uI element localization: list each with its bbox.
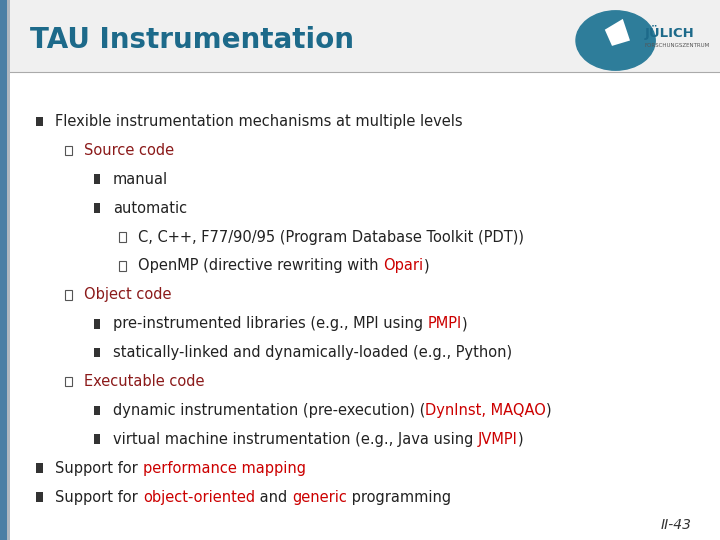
Text: virtual machine instrumentation (e.g., Java using: virtual machine instrumentation (e.g., J…	[113, 432, 478, 447]
Text: C, C++, F77/90/95 (Program Database Toolkit (PDT)): C, C++, F77/90/95 (Program Database Tool…	[138, 230, 524, 245]
Text: Object code: Object code	[84, 287, 172, 302]
Bar	[94, 406, 101, 415]
Text: JVMPI: JVMPI	[478, 432, 518, 447]
Text: OpenMP (directive rewriting with: OpenMP (directive rewriting with	[138, 259, 383, 273]
Text: automatic: automatic	[113, 201, 187, 215]
Bar	[120, 232, 126, 242]
Bar	[120, 261, 126, 271]
Text: generic: generic	[292, 490, 347, 504]
Text: JÜLICH: JÜLICH	[644, 25, 694, 40]
Bar	[94, 434, 101, 444]
Text: performance mapping: performance mapping	[143, 461, 306, 476]
Bar	[10, 0, 720, 73]
Bar	[94, 348, 101, 357]
Text: Support for: Support for	[55, 490, 143, 504]
Bar	[65, 145, 71, 156]
Text: Executable code: Executable code	[84, 374, 204, 389]
Bar	[94, 174, 101, 184]
Text: Support for: Support for	[55, 461, 143, 476]
Bar	[36, 117, 43, 126]
Text: ): )	[462, 316, 468, 331]
Text: Flexible instrumentation mechanisms at multiple levels: Flexible instrumentation mechanisms at m…	[55, 114, 463, 129]
Polygon shape	[605, 19, 630, 46]
Text: dynamic instrumentation (pre-execution) (: dynamic instrumentation (pre-execution) …	[113, 403, 426, 418]
Text: Source code: Source code	[84, 143, 174, 158]
Text: programming: programming	[347, 490, 451, 504]
Bar	[94, 203, 101, 213]
Text: PMPI: PMPI	[428, 316, 462, 331]
Bar	[36, 492, 43, 502]
Text: object-oriented: object-oriented	[143, 490, 255, 504]
Text: manual: manual	[113, 172, 168, 187]
Circle shape	[576, 11, 655, 70]
Bar	[65, 290, 71, 300]
Text: ): )	[518, 432, 523, 447]
Text: TAU Instrumentation: TAU Instrumentation	[30, 26, 354, 55]
Text: and: and	[255, 490, 292, 504]
Bar	[0, 0, 7, 540]
Text: II-43: II-43	[660, 518, 691, 532]
Text: DynInst, MAQAO: DynInst, MAQAO	[426, 403, 546, 418]
Text: ): )	[423, 259, 429, 273]
Bar	[65, 377, 71, 387]
Bar	[7, 0, 10, 540]
Text: pre-instrumented libraries (e.g., MPI using: pre-instrumented libraries (e.g., MPI us…	[113, 316, 428, 331]
Bar	[94, 319, 101, 328]
Text: Opari: Opari	[383, 259, 423, 273]
Text: statically-linked and dynamically-loaded (e.g., Python): statically-linked and dynamically-loaded…	[113, 345, 512, 360]
Text: FORSCHUNGSZENTRUM: FORSCHUNGSZENTRUM	[644, 43, 710, 48]
Text: ): )	[546, 403, 552, 418]
Bar	[36, 463, 43, 473]
